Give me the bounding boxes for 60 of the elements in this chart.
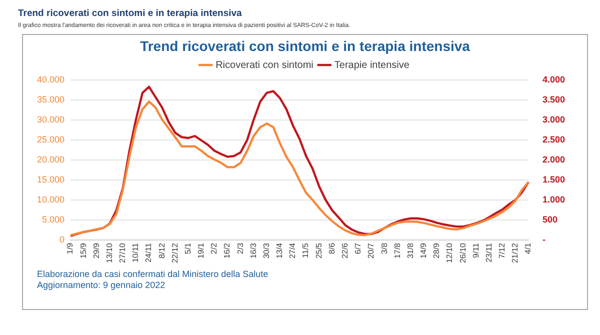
y-tick-label: 5.000	[42, 214, 65, 224]
x-tick-label: 25/5	[314, 242, 324, 259]
x-tick-label: 15/9	[78, 242, 88, 259]
x-tick-label: 14/9	[419, 242, 428, 259]
x-tick-label: 20/7	[366, 242, 376, 259]
y2-tick-label: 2.500	[542, 134, 566, 144]
legend-label: Ricoverati con sintomi	[216, 60, 314, 71]
x-tick-label: 10/11	[131, 242, 140, 262]
x-tick-label: 27/10	[118, 242, 128, 264]
y-tick-label: 25.000	[36, 134, 65, 144]
legend-label: Terapie intensive	[334, 60, 410, 71]
x-tick-label: 12/10	[445, 242, 454, 264]
text: Trend ricoverati con sintomi e in terapia intensiva	[139, 38, 471, 54]
x-tick-label: 4/1	[524, 242, 533, 254]
y-tick-label: 0	[60, 234, 65, 244]
y-tick-label: 40.000	[36, 74, 65, 84]
x-tick-label: 23/11	[484, 242, 494, 262]
y2-tick-label: 1.500	[542, 174, 566, 184]
x-tick-label: 8/6	[327, 242, 336, 254]
x-tick-label: 22/12	[170, 242, 180, 264]
y-tick-label: 10.000	[36, 194, 65, 204]
x-tick-label: 1/9	[66, 242, 75, 254]
x-tick-label: 22/6	[340, 242, 350, 259]
text: Elaborazione da casi confermati dal Ministero della Salute	[37, 269, 270, 280]
x-tick-label: 7/12	[498, 242, 507, 259]
y-tick-label: 30.000	[36, 114, 65, 124]
y-tick-label: 20.000	[36, 154, 65, 164]
x-tick-label: 27/4	[288, 242, 298, 259]
x-tick-label: 29/9	[92, 242, 101, 259]
x-tick-label: 8/12	[157, 242, 166, 259]
x-tick-label: 3/8	[380, 242, 389, 254]
y2-tick-label: 2.000	[542, 154, 566, 164]
x-tick-label: 2/2	[210, 242, 219, 254]
y2-tick-label: -	[542, 234, 546, 244]
x-tick-label: 21/12	[510, 242, 520, 264]
x-tick-label: 9/11	[471, 242, 480, 258]
y2-tick-label: 3.000	[542, 114, 566, 124]
x-tick-label: 2/3	[236, 242, 245, 254]
y-tick-label: 35.000	[36, 94, 65, 104]
x-tick-label: 13/10	[104, 242, 114, 264]
x-tick-label: 6/7	[354, 242, 363, 254]
chart-title: Trend ricoverati con sintomi e in terapia intensiva	[18, 8, 243, 19]
x-tick-label: 30/3	[262, 242, 271, 259]
x-tick-label: 24/11	[144, 242, 154, 262]
x-tick-label: 26/10	[458, 242, 468, 264]
x-tick-label: 17/8	[392, 242, 402, 259]
y2-tick-label: 500	[542, 214, 558, 224]
x-tick-label: 28/9	[432, 242, 442, 259]
x-tick-label: 5/1	[183, 242, 192, 254]
x-tick-label: 19/1	[196, 242, 206, 259]
y2-tick-label: 4.000	[542, 74, 566, 84]
y2-tick-label: 1.000	[542, 194, 566, 204]
x-tick-label: 16/2	[222, 242, 232, 259]
x-tick-label: 31/8	[406, 242, 415, 259]
text: Aggiornamento: 9 gennaio 2022	[37, 280, 166, 291]
x-tick-label: 16/3	[248, 242, 258, 259]
y2-tick-label: 3.500	[542, 94, 566, 104]
y-tick-label: 15.000	[36, 174, 65, 184]
x-tick-label: 13/4	[275, 242, 284, 259]
x-tick-label: 11/5	[301, 242, 310, 258]
